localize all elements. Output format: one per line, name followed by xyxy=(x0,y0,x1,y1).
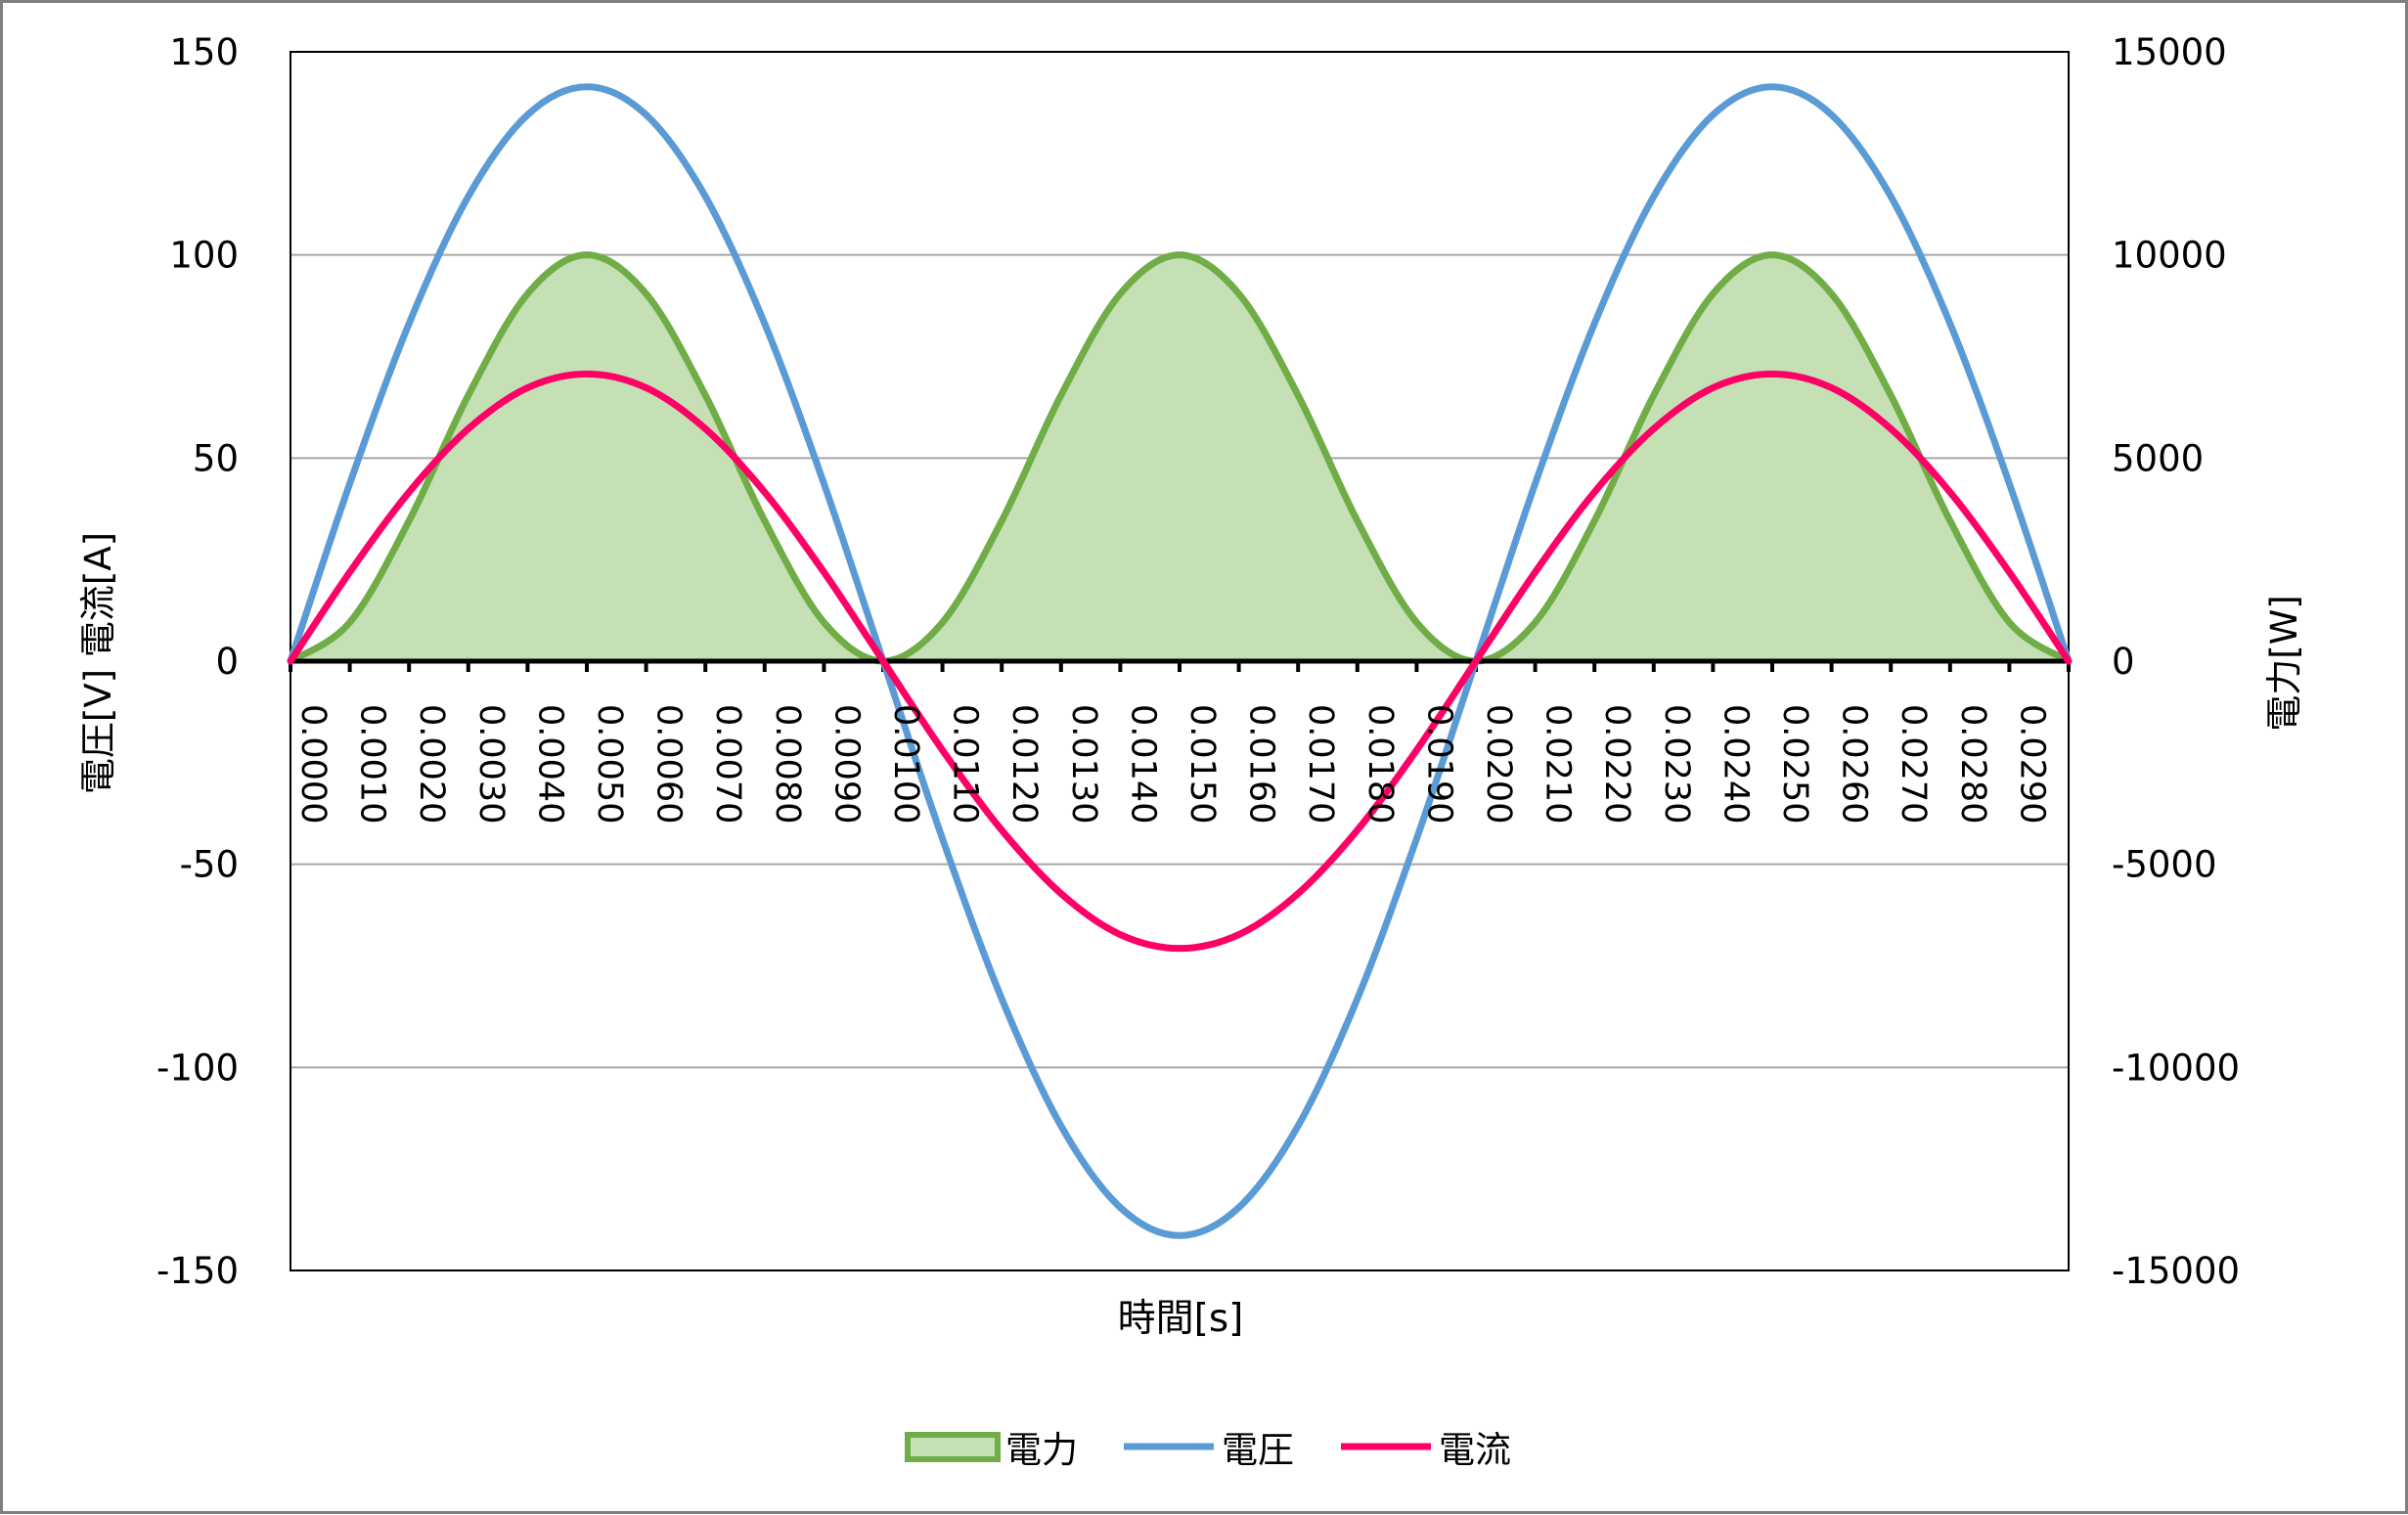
y-left-tick-label-2: 50 xyxy=(193,437,239,479)
x-tick-label-3: 0.0030 xyxy=(471,704,511,824)
x-tick-label-15: 0.0150 xyxy=(1182,704,1222,824)
legend-swatch-power xyxy=(905,1432,1001,1462)
x-tick-label-0: 0.0000 xyxy=(293,704,333,824)
x-tick-label-24: 0.0240 xyxy=(1716,704,1755,824)
tick-labels-layer: 150 100 50 0 -50 -100 -150 15000 10000 5000 0 -5000… xyxy=(156,31,2240,1292)
y-right-tick-label-2: 5000 xyxy=(2112,437,2204,479)
x-tick-label-21: 0.0210 xyxy=(1538,704,1578,824)
x-tick-label-6: 0.0060 xyxy=(649,704,689,824)
x-tick-label-8: 0.0080 xyxy=(768,704,807,824)
y-left-tick-label-5: -100 xyxy=(156,1047,239,1089)
series-voltage-line xyxy=(287,83,2073,1239)
series-lines-layer xyxy=(287,83,2073,1239)
x-tick-label-23: 0.0230 xyxy=(1657,704,1696,824)
x-axis-title: 時間[s] xyxy=(1118,1297,1244,1341)
x-tick-label-13: 0.0130 xyxy=(1064,704,1103,824)
x-tick-label-20: 0.0200 xyxy=(1479,704,1518,824)
x-tick-label-25: 0.0250 xyxy=(1775,704,1814,824)
x-tick-label-26: 0.0260 xyxy=(1835,704,1874,824)
legend-label-voltage: 電圧 xyxy=(1222,1429,1294,1471)
x-tick-label-10: 0.0100 xyxy=(886,704,925,824)
y-right-tick-label-5: -10000 xyxy=(2112,1047,2240,1089)
power-area-layer xyxy=(289,251,2071,665)
y-left-tick-label-3: 0 xyxy=(215,641,239,683)
y-right-tick-label-4: -5000 xyxy=(2112,844,2217,886)
x-tick-label-27: 0.0270 xyxy=(1894,704,1933,824)
axes-layer xyxy=(289,51,2071,1271)
y-right-tick-label-1: 10000 xyxy=(2112,235,2227,277)
x-tick-label-28: 0.0280 xyxy=(1953,704,1992,824)
y-left-tick-label-0: 150 xyxy=(169,31,239,73)
x-tick-label-18: 0.0180 xyxy=(1360,704,1400,824)
series-current-line xyxy=(287,370,2073,953)
x-tick-label-2: 0.0020 xyxy=(412,704,451,824)
x-tick-label-11: 0.0110 xyxy=(946,704,985,824)
x-tick-label-17: 0.0170 xyxy=(1301,704,1340,824)
y-left-tick-label-4: -50 xyxy=(180,844,239,886)
x-tick-label-29: 0.0290 xyxy=(2012,704,2051,824)
x-tick-label-12: 0.0120 xyxy=(1004,704,1044,824)
y-right-tick-label-0: 15000 xyxy=(2112,31,2227,73)
series-power-area xyxy=(290,254,2069,661)
legend: 電力 電圧 電流 xyxy=(905,1429,1511,1471)
x-tick-label-7: 0.0070 xyxy=(708,704,747,824)
y-axis-right-title: 電力[W] xyxy=(2263,595,2305,731)
legend-label-current: 電流 xyxy=(1439,1429,1511,1471)
x-tick-label-22: 0.0220 xyxy=(1597,704,1636,824)
x-tick-label-16: 0.0160 xyxy=(1242,704,1281,824)
x-tick-label-14: 0.0140 xyxy=(1123,704,1162,824)
y-left-tick-label-6: -150 xyxy=(156,1250,239,1292)
x-tick-label-4: 0.0040 xyxy=(530,704,569,824)
y-right-tick-label-3: 0 xyxy=(2112,641,2135,683)
x-tick-label-1: 0.0010 xyxy=(353,704,392,824)
x-tick-label-19: 0.0190 xyxy=(1419,704,1458,824)
series-power-line xyxy=(289,251,2071,665)
y-axis-left-title: 電圧[V] 電流[A] xyxy=(77,532,119,794)
y-left-tick-label-1: 100 xyxy=(169,235,239,277)
y-right-tick-label-6: -15000 xyxy=(2112,1250,2240,1292)
legend-label-power: 電力 xyxy=(1005,1429,1078,1471)
x-tick-label-9: 0.0090 xyxy=(826,704,866,824)
chart-svg: 150 100 50 0 -50 -100 -150 15000 10000 5000 0 -5000… xyxy=(77,31,2305,1471)
x-tick-label-5: 0.0050 xyxy=(590,704,629,824)
